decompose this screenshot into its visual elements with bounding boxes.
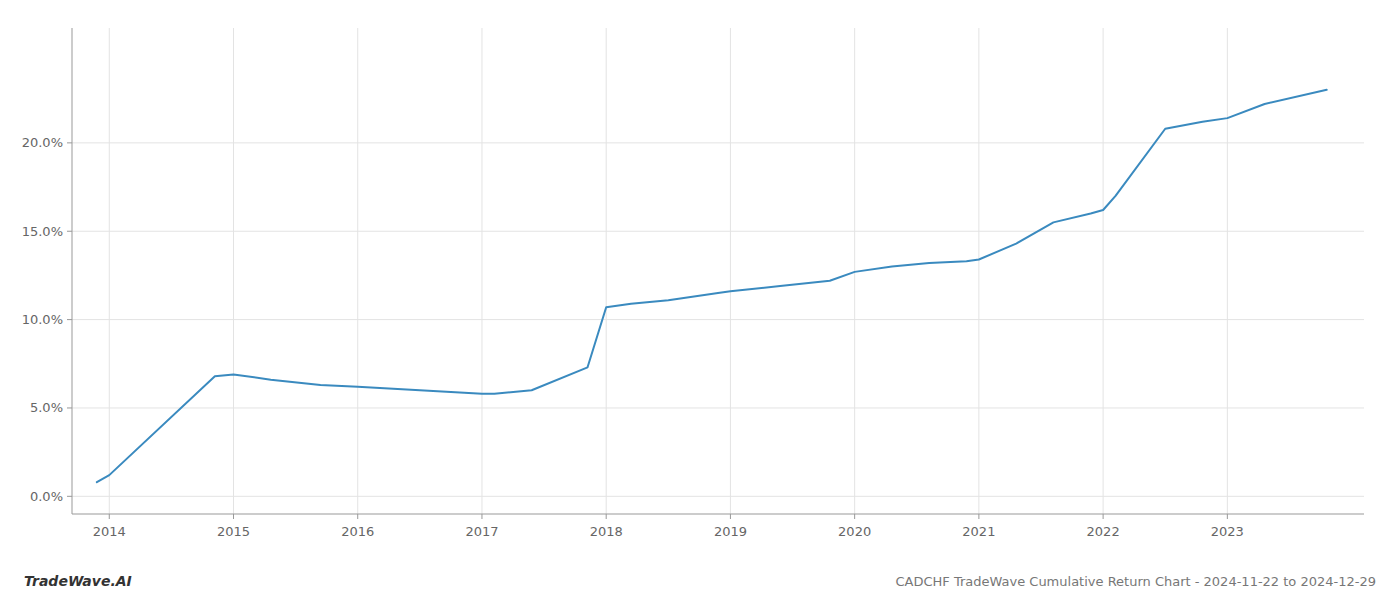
y-grid-line bbox=[72, 407, 1364, 408]
y-tick bbox=[67, 142, 72, 143]
background bbox=[0, 0, 1400, 600]
x-tick-label: 2022 bbox=[1087, 524, 1120, 539]
y-tick bbox=[67, 407, 72, 408]
y-tick bbox=[67, 496, 72, 497]
x-grid-line bbox=[1103, 28, 1104, 514]
chart-svg: 2014 2015 2016 2017 2018 2019 2020 2021 2022 2023… bbox=[0, 0, 1400, 600]
chart-container: 2014 2015 2016 2017 2018 2019 2020 2021 2022 2023… bbox=[0, 0, 1400, 600]
watermark: TradeWave.AI bbox=[24, 573, 132, 589]
x-tick-label: 2020 bbox=[838, 524, 871, 539]
axes: 2014 2015 2016 2017 2018 2019 2020 2021 2022 2023… bbox=[22, 28, 1364, 539]
x-tick-label: 2016 bbox=[341, 524, 374, 539]
x-grid-line bbox=[1227, 28, 1228, 514]
x-tick bbox=[1103, 514, 1104, 519]
x-tick-label: 2018 bbox=[590, 524, 623, 539]
x-tick bbox=[233, 514, 234, 519]
data-line bbox=[97, 90, 1327, 482]
x-tick-label: 2014 bbox=[93, 524, 126, 539]
x-axis-line bbox=[72, 514, 1364, 515]
x-grid-line bbox=[357, 28, 358, 514]
y-grid-line bbox=[72, 319, 1364, 320]
x-tick bbox=[978, 514, 979, 519]
x-tick bbox=[730, 514, 731, 519]
x-grid-line bbox=[481, 28, 482, 514]
x-tick bbox=[606, 514, 607, 519]
x-tick-label: 2023 bbox=[1211, 524, 1244, 539]
x-grid-line bbox=[233, 28, 234, 514]
y-tick-label: 0.0% bbox=[30, 489, 63, 504]
y-tick-label: 15.0% bbox=[22, 224, 63, 239]
x-tick-label: 2017 bbox=[465, 524, 498, 539]
y-grid-line bbox=[72, 142, 1364, 143]
chart-title: CADCHF TradeWave Cumulative Return Chart… bbox=[895, 574, 1376, 589]
x-tick bbox=[481, 514, 482, 519]
y-grid-line bbox=[72, 231, 1364, 232]
x-grid-line bbox=[109, 28, 110, 514]
x-grid-line bbox=[978, 28, 979, 514]
x-tick-label: 2019 bbox=[714, 524, 747, 539]
y-axis-line bbox=[72, 28, 73, 514]
y-tick-label: 20.0% bbox=[22, 135, 63, 150]
y-tick bbox=[67, 319, 72, 320]
x-tick-label: 2021 bbox=[962, 524, 995, 539]
grid bbox=[72, 28, 1364, 514]
x-tick bbox=[357, 514, 358, 519]
x-tick-label: 2015 bbox=[217, 524, 250, 539]
x-grid-line bbox=[606, 28, 607, 514]
plot-area bbox=[97, 90, 1327, 482]
y-grid-line bbox=[72, 496, 1364, 497]
y-tick bbox=[67, 231, 72, 232]
x-tick bbox=[1227, 514, 1228, 519]
y-tick-label: 10.0% bbox=[22, 312, 63, 327]
x-tick bbox=[109, 514, 110, 519]
y-tick-label: 5.0% bbox=[30, 400, 63, 415]
x-tick bbox=[854, 514, 855, 519]
x-grid-line bbox=[730, 28, 731, 514]
